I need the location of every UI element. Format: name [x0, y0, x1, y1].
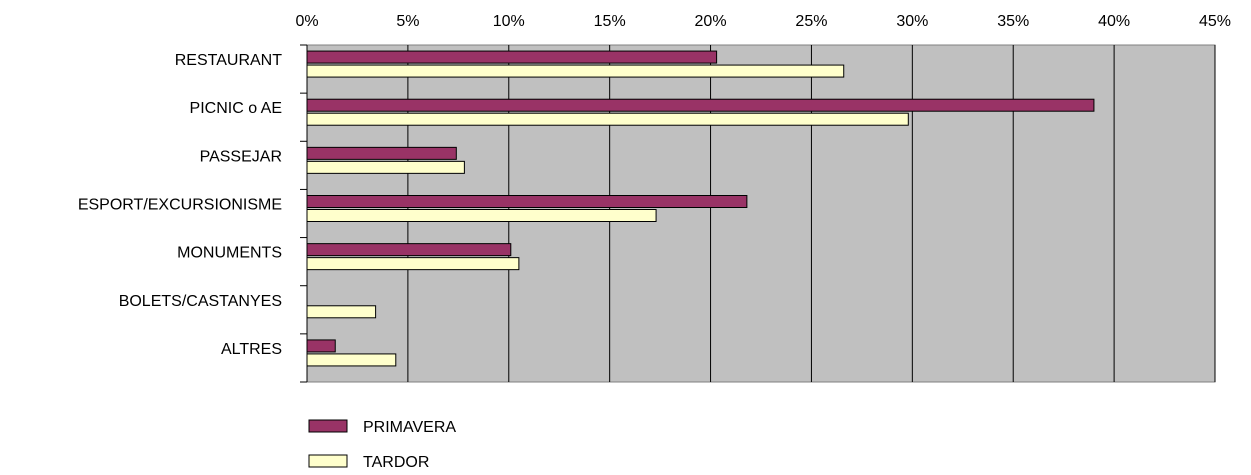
- bar-tardor: [306, 305, 377, 319]
- category-label: PICNIC o AE: [190, 100, 282, 117]
- x-tick-label: 5%: [396, 13, 419, 30]
- x-tick-label: 30%: [896, 13, 928, 30]
- x-tick-label: 20%: [695, 13, 727, 30]
- category-labels: RESTAURANT PICNIC o AE PASSEJAR ESPORT/EXCU…: [78, 44, 307, 383]
- bar-tardor: [306, 64, 845, 78]
- legend-item-tardor: TARDOR: [308, 454, 429, 471]
- bar-tardor: [306, 160, 465, 174]
- x-axis-tick-labels: 0% 5% 10% 15% 20% 25% 30% 35% 40% 45%: [295, 13, 1231, 30]
- x-tick-label: 45%: [1199, 13, 1231, 30]
- category-label: BOLETS/CASTANYES: [119, 293, 282, 310]
- bar-tardor: [306, 112, 909, 126]
- bars: [306, 50, 1095, 367]
- legend: PRIMAVERA TARDOR: [308, 419, 456, 471]
- bar-primavera: [306, 146, 457, 160]
- x-tick-label: 40%: [1098, 13, 1130, 30]
- x-tick-label: 25%: [795, 13, 827, 30]
- bar-primavera: [306, 98, 1095, 112]
- legend-label-tardor: TARDOR: [363, 454, 429, 471]
- bar-primavera: [306, 339, 336, 353]
- category-label: PASSEJAR: [200, 148, 282, 165]
- bar-tardor: [306, 353, 397, 367]
- category-label: MONUMENTS: [177, 245, 282, 262]
- bar-tardor: [306, 257, 520, 271]
- category-label: RESTAURANT: [175, 52, 282, 69]
- bar-tardor: [306, 209, 657, 222]
- legend-swatch-tardor: [308, 454, 348, 468]
- x-tick-label: 15%: [594, 13, 626, 30]
- bar-primavera: [306, 50, 718, 64]
- category-label: ALTRES: [221, 341, 282, 358]
- x-tick-label: 35%: [997, 13, 1029, 30]
- legend-label-primavera: PRIMAVERA: [363, 419, 456, 436]
- category-label: ESPORT/EXCURSIONISME: [78, 197, 282, 214]
- bar-primavera: [306, 195, 748, 208]
- legend-swatch-primavera: [308, 419, 348, 433]
- x-tick-label: 0%: [295, 13, 318, 30]
- x-tick-label: 10%: [493, 13, 525, 30]
- bar-primavera: [306, 243, 512, 257]
- legend-item-primavera: PRIMAVERA: [308, 419, 456, 436]
